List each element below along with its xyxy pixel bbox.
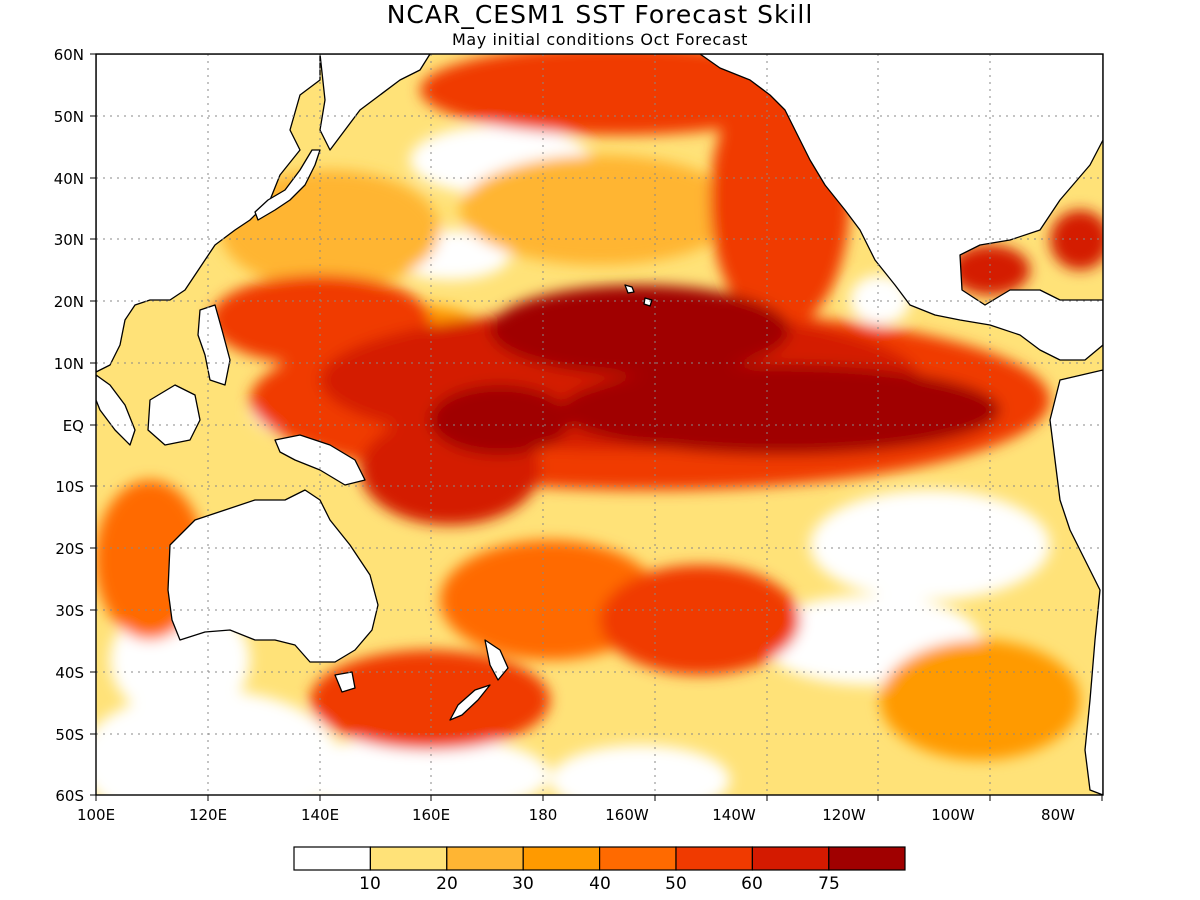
skill-region: [490, 285, 790, 375]
colorbar-swatch: [369, 846, 448, 871]
skill-region: [600, 565, 800, 675]
skill-region: [1050, 210, 1103, 270]
lat-tick-label: 50S: [55, 726, 84, 744]
coastlines: [96, 54, 1103, 795]
lon-tick-label: 140E: [301, 806, 339, 824]
lat-tick-label: 50N: [54, 108, 84, 126]
skill-region: [420, 54, 820, 135]
lon-tick-label: 100W: [931, 806, 975, 824]
lat-tick-label: EQ: [63, 417, 84, 435]
skill-region: [950, 245, 1030, 295]
skill-region: [310, 650, 550, 750]
colorbar-label: 10: [359, 874, 381, 894]
skill-region: [430, 385, 570, 455]
colorbar-swatch: [446, 846, 524, 871]
lon-tick-label: 80W: [1041, 806, 1075, 824]
lat-tick-label: 30N: [54, 231, 84, 249]
landmass-borneo: [147, 384, 201, 446]
lon-tick-label: 160W: [605, 806, 649, 824]
colorbar-swatch: [828, 846, 906, 871]
lon-tick-label: 180: [529, 806, 558, 824]
skill-region: [460, 155, 740, 265]
colorbar-label: 20: [436, 874, 458, 894]
colorbar-swatch: [751, 846, 830, 871]
landmass-australia: [167, 489, 379, 663]
lon-tick-label: 120E: [189, 806, 227, 824]
lon-tick-label: 140W: [712, 806, 756, 824]
y-tick-labels: 60N 50N 40N 30N 20N 10N EQ 10S 20S 30S 4…: [54, 46, 84, 805]
lat-tick-label: 10S: [55, 478, 84, 496]
landmass-hawaii: [624, 284, 653, 307]
colorbar-label: 50: [665, 874, 687, 894]
skill-region: [560, 365, 1000, 455]
map-subtitle: May initial conditions Oct Forecast: [452, 30, 748, 49]
lat-tick-label: 60N: [54, 46, 84, 64]
colorbar-label: 60: [741, 874, 763, 894]
landmass-tasmania: [334, 671, 356, 693]
colorbar-swatch: [598, 846, 677, 871]
colorbar-swatch: [675, 846, 754, 871]
landmass-sumatra: [96, 374, 136, 446]
landmass-asia: [96, 54, 321, 373]
gridlines: [96, 54, 1103, 795]
skill-region: [550, 745, 730, 795]
lat-tick-label: 20N: [54, 293, 84, 311]
colorbar-swatch: [522, 846, 601, 871]
colorbar-label: 30: [512, 874, 534, 894]
lat-tick-label: 20S: [55, 540, 84, 558]
lat-tick-label: 30S: [55, 602, 84, 620]
landmass-kamchatka: [319, 54, 431, 151]
lon-tick-label: 100E: [77, 806, 115, 824]
landmass-new-zealand: [449, 639, 509, 721]
map-title: NCAR_CESM1 SST Forecast Skill: [387, 0, 814, 29]
colorbar: 10 20 30 40 50 60 75: [293, 846, 906, 894]
lon-tick-label: 160E: [412, 806, 450, 824]
colorbar-labels: 10 20 30 40 50 60 75: [359, 874, 840, 894]
skill-region: [290, 735, 550, 795]
lat-tick-label: 10N: [54, 355, 84, 373]
landmass-philippines: [197, 304, 231, 386]
x-tick-labels: 100E 120E 140E 160E 180 160W 140W 120W 1…: [77, 806, 1075, 824]
lat-tick-label: 40S: [55, 664, 84, 682]
landmass-north-america: [699, 54, 1103, 361]
landmass-japan: [254, 149, 321, 221]
lat-tick-label: 40N: [54, 170, 84, 188]
colorbar-label: 40: [589, 874, 611, 894]
colorbar-label: 75: [818, 874, 840, 894]
plot-area: [96, 54, 1103, 795]
colorbar-swatches: [293, 846, 906, 871]
lat-tick-label: 60S: [55, 787, 84, 805]
colorbar-swatch: [293, 846, 372, 871]
skill-region: [810, 490, 1050, 600]
lon-tick-label: 120W: [822, 806, 866, 824]
skill-region: [880, 640, 1080, 760]
y-axis: [90, 53, 96, 796]
skill-region: [850, 275, 910, 325]
landmass-south-america: [1049, 369, 1103, 795]
x-axis: [95, 795, 1103, 801]
